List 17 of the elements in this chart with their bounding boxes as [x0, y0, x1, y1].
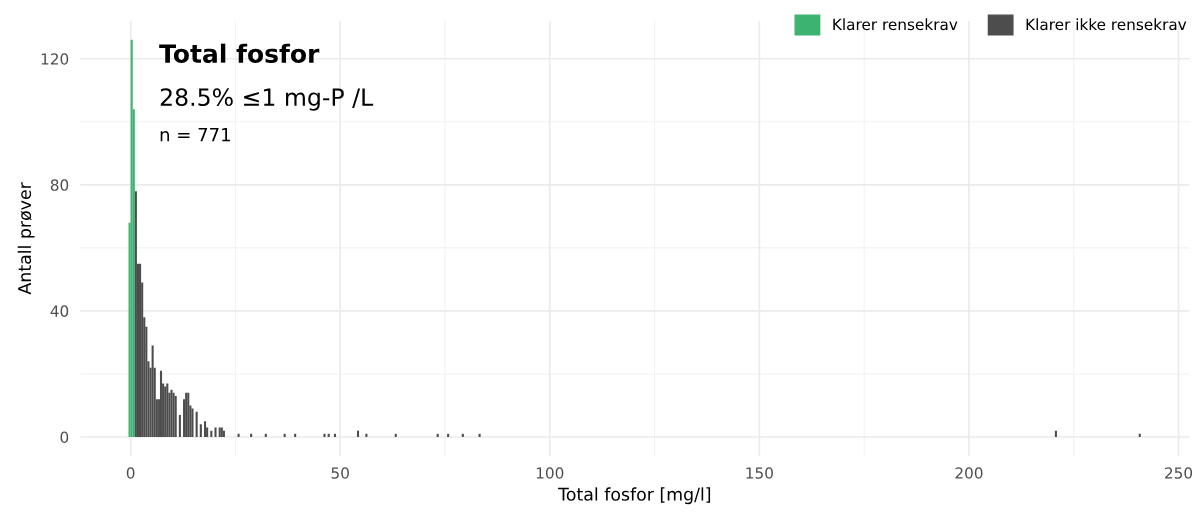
- annotation: Total fosfor: [159, 43, 320, 64]
- x-tick-label: 0: [126, 467, 135, 479]
- y-axis-title: Antall prøver: [17, 182, 35, 295]
- x-tick-label: 50: [331, 467, 349, 479]
- x-tick-label: 250: [1165, 467, 1193, 479]
- annotation: n = 771: [160, 128, 230, 142]
- x-axis-title: Total fosfor [mg/l]: [558, 487, 711, 505]
- y-tick-label: 120: [41, 53, 69, 65]
- legend-label: Klarer ikke rensekrav: [1026, 18, 1187, 31]
- x-tick-label: 150: [746, 467, 773, 479]
- x-tick-label: 100: [536, 467, 564, 479]
- annotation: 28.5% ≤1 mg-P /L: [160, 88, 374, 111]
- y-tick-label: 80: [50, 179, 69, 191]
- x-tick-label: 200: [955, 467, 983, 479]
- y-tick-label: 40: [50, 305, 69, 317]
- legend-label: Klarer rensekrav: [833, 18, 958, 31]
- y-tick-label: 0: [60, 431, 69, 443]
